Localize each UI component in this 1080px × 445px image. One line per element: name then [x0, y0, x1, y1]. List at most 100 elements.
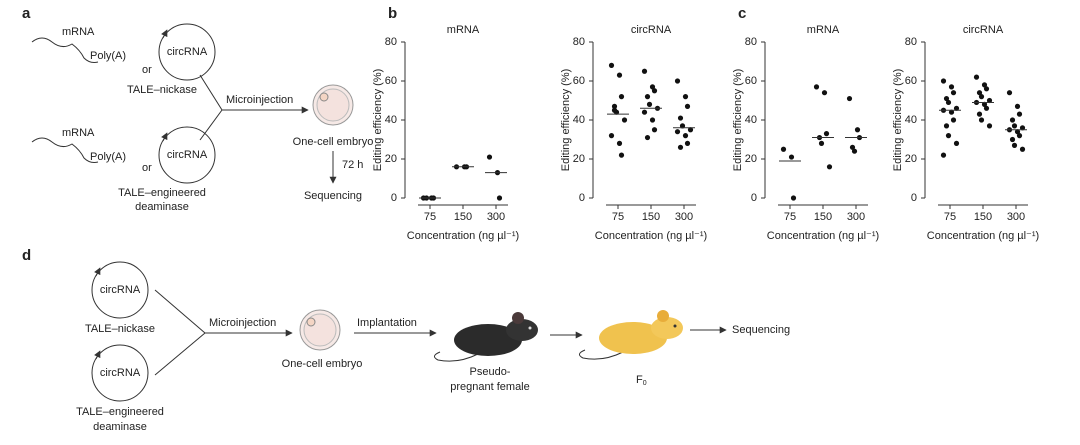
data-point — [618, 152, 625, 158]
circrna — [91, 344, 149, 402]
data-point — [978, 117, 985, 123]
label: deaminase — [93, 421, 147, 433]
y-axis-label: Editing efficiency (%) — [732, 69, 744, 172]
data-point — [788, 154, 795, 160]
label: TALE–nickase — [127, 84, 197, 96]
data-point — [983, 105, 990, 111]
x-axis-label: Concentration (ng µl⁻¹) — [407, 230, 519, 242]
x-tick-label: 75 — [784, 211, 796, 223]
data-point — [940, 78, 947, 84]
circrna — [158, 23, 216, 81]
data-point — [981, 101, 988, 107]
y-tick-label: 60 — [905, 75, 917, 87]
y-tick-label: 80 — [385, 36, 397, 48]
data-point — [940, 152, 947, 158]
x-tick-label: 300 — [847, 211, 865, 223]
data-point — [684, 103, 691, 109]
data-point — [679, 123, 686, 129]
y-tick-label: 60 — [573, 75, 585, 87]
data-point — [616, 72, 623, 78]
y-tick-label: 80 — [745, 36, 757, 48]
data-point — [674, 129, 681, 135]
data-point — [826, 164, 833, 170]
y-tick-label: 40 — [905, 114, 917, 126]
label: mRNA — [62, 26, 95, 38]
data-point — [854, 127, 861, 133]
data-point — [943, 123, 950, 129]
label: TALE–nickase — [85, 323, 155, 335]
data-point — [649, 84, 656, 90]
y-tick-label: 0 — [391, 192, 397, 204]
y-tick-label: 20 — [905, 153, 917, 165]
label: circRNA — [167, 149, 208, 161]
label: Sequencing — [304, 190, 362, 202]
label: Implantation — [357, 317, 417, 329]
data-point — [813, 84, 820, 90]
data-point — [945, 133, 952, 139]
y-tick-label: 40 — [385, 114, 397, 126]
panel-a: mRNA Poly(A) or circRNA TALE–nickase mRN… — [31, 23, 373, 213]
y-tick-label: 20 — [573, 153, 585, 165]
data-point — [983, 86, 990, 92]
data-point — [641, 109, 648, 115]
panel-letter: c — [738, 5, 746, 22]
subscript: 0 — [643, 380, 647, 387]
circrna — [91, 261, 149, 319]
data-point — [677, 144, 684, 150]
label: One-cell embryo — [282, 358, 363, 370]
label: circRNA — [100, 284, 141, 296]
label: Sequencing — [732, 324, 790, 336]
y-axis-label: Editing efficiency (%) — [372, 69, 384, 172]
data-point — [1014, 103, 1021, 109]
chart-title: mRNA — [807, 24, 840, 36]
data-point — [846, 95, 853, 102]
data-point — [651, 127, 658, 133]
data-point — [790, 195, 797, 201]
connector — [154, 289, 206, 376]
data-point — [651, 88, 658, 94]
y-tick-label: 80 — [573, 36, 585, 48]
label: mRNA — [62, 127, 95, 139]
x-tick-label: 150 — [642, 211, 660, 223]
mouse-dark — [434, 312, 538, 362]
x-tick-label: 150 — [814, 211, 832, 223]
data-point — [621, 117, 628, 123]
y-tick-label: 40 — [745, 114, 757, 126]
data-point — [674, 78, 681, 84]
x-tick-label: 75 — [944, 211, 956, 223]
label: or — [142, 162, 152, 174]
panel-letter: b — [388, 5, 397, 22]
label: 72 h — [342, 159, 363, 171]
x-tick-label: 150 — [454, 211, 472, 223]
x-axis-label: Concentration (ng µl⁻¹) — [595, 230, 707, 242]
data-point — [948, 109, 955, 115]
arrowhead — [94, 350, 101, 360]
data-point — [1016, 133, 1023, 139]
data-point — [986, 97, 993, 104]
data-point — [973, 74, 980, 80]
data-point — [948, 84, 955, 90]
data-point — [823, 131, 830, 137]
data-point — [682, 94, 689, 100]
data-point — [818, 140, 825, 146]
data-point — [1011, 123, 1018, 129]
x-tick-label: 75 — [612, 211, 624, 223]
embryo — [306, 317, 316, 327]
data-point — [644, 94, 651, 100]
label: F0 — [636, 374, 647, 387]
y-tick-label: 0 — [911, 192, 917, 204]
data-point — [644, 134, 651, 141]
label: circRNA — [100, 367, 141, 379]
label: Pseudo- — [470, 366, 511, 378]
circrna — [158, 126, 216, 184]
label: pregnant female — [450, 381, 530, 393]
data-point — [945, 99, 952, 106]
y-tick-label: 20 — [745, 153, 757, 165]
data-point — [618, 94, 625, 100]
data-point — [1009, 136, 1016, 143]
data-point — [649, 117, 656, 123]
data-point — [978, 94, 985, 100]
y-tick-label: 80 — [905, 36, 917, 48]
data-point — [684, 140, 691, 146]
